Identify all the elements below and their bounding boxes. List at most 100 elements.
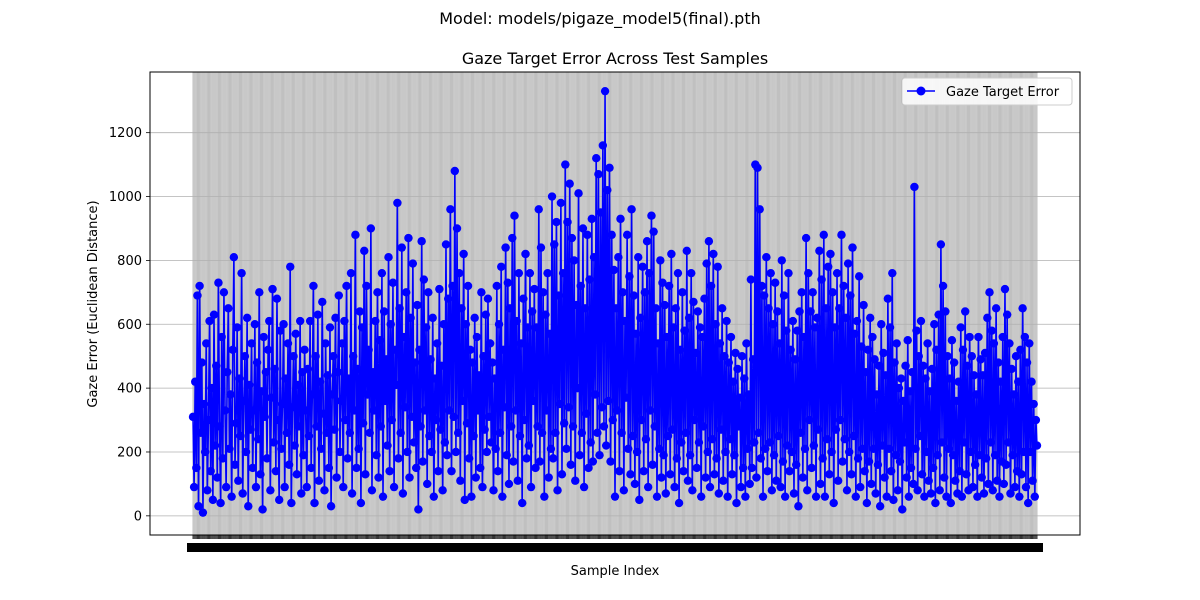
data-point [530, 284, 539, 294]
data-point [261, 367, 271, 377]
data-point [930, 320, 939, 329]
data-point [431, 415, 441, 425]
data-point [282, 428, 292, 438]
data-point [911, 444, 920, 453]
data-point [949, 358, 959, 367]
data-point [625, 272, 634, 281]
data-point [537, 428, 547, 438]
data-point [468, 358, 477, 367]
data-point [767, 486, 777, 495]
data-point [601, 441, 611, 450]
data-point [403, 447, 412, 457]
data-point [553, 486, 562, 495]
data-point [416, 422, 425, 431]
data-point [757, 281, 767, 291]
data-point [277, 444, 286, 453]
data-point [693, 307, 703, 316]
data-point [420, 406, 430, 415]
data-point [398, 489, 408, 498]
data-point [746, 275, 756, 284]
data-point [702, 259, 711, 268]
data-point [882, 492, 891, 501]
data-point [390, 345, 400, 354]
data-point [654, 444, 664, 453]
figure-suptitle: Model: models/pigaze_model5(final).pth [439, 9, 761, 28]
data-point [309, 281, 318, 291]
data-point [723, 492, 732, 501]
data-point [489, 486, 498, 495]
data-point [1025, 339, 1034, 348]
data-point [660, 300, 669, 310]
data-point [609, 265, 619, 275]
data-point [579, 482, 589, 492]
data-point [940, 473, 949, 482]
data-point [988, 486, 998, 495]
data-point [708, 435, 717, 444]
data-point [564, 403, 573, 412]
data-point [357, 323, 367, 332]
data-point [360, 246, 369, 256]
data-point [523, 323, 532, 332]
data-point [573, 383, 582, 393]
data-point [991, 304, 1001, 313]
data-point [980, 348, 990, 358]
data-point [386, 320, 395, 329]
data-point [883, 294, 893, 303]
data-point [453, 428, 463, 438]
data-point [672, 454, 682, 463]
data-point [685, 450, 695, 460]
data-point [714, 489, 724, 498]
data-point [626, 470, 635, 479]
data-point [204, 415, 213, 425]
data-point [960, 307, 970, 316]
chart-title: Gaze Target Error Across Test Samples [462, 49, 768, 68]
data-point [643, 482, 653, 492]
data-point [620, 316, 630, 326]
data-point [890, 358, 899, 367]
data-point [666, 470, 675, 479]
data-point [618, 288, 627, 297]
data-point [301, 406, 310, 415]
data-point [576, 281, 585, 291]
data-point [717, 304, 727, 313]
data-point [577, 428, 587, 438]
data-point [720, 351, 729, 361]
data-point [464, 454, 474, 463]
data-point [347, 489, 357, 498]
data-point [385, 466, 394, 476]
data-point [343, 454, 352, 463]
data-point [724, 358, 733, 367]
data-point [669, 323, 678, 332]
data-point [845, 447, 854, 457]
data-point [653, 339, 663, 348]
data-point [881, 371, 890, 380]
data-point [334, 291, 344, 300]
data-point [637, 415, 646, 425]
data-point [809, 441, 819, 450]
data-point [959, 438, 969, 447]
data-point [340, 316, 349, 326]
data-point [561, 160, 570, 169]
data-point [848, 243, 857, 252]
data-point [583, 230, 592, 240]
data-point [692, 463, 701, 473]
data-point [276, 326, 285, 335]
data-point [445, 406, 454, 415]
data-point [563, 217, 572, 227]
data-point [409, 438, 419, 447]
data-point [730, 450, 739, 460]
data-point [241, 447, 251, 457]
data-point [506, 422, 516, 431]
data-point [278, 399, 287, 409]
data-point [975, 450, 984, 460]
data-point [473, 406, 483, 415]
data-point [681, 428, 690, 438]
data-point [758, 492, 768, 501]
data-point [928, 463, 938, 473]
data-point [483, 294, 493, 303]
data-point [463, 281, 473, 291]
data-point [438, 486, 447, 495]
data-point [215, 422, 224, 431]
data-point [434, 466, 443, 476]
data-point [534, 205, 543, 214]
